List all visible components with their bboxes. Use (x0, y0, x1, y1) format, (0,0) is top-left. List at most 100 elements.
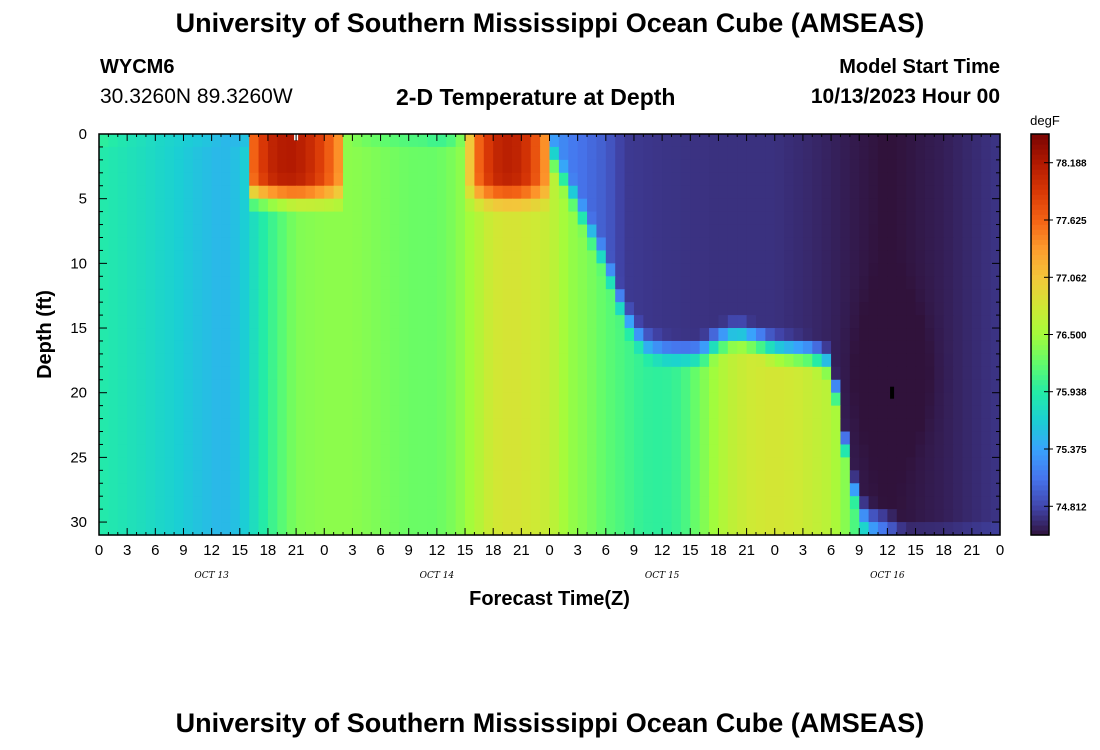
heatmap-cell (643, 224, 654, 239)
heatmap-cell (446, 198, 457, 213)
heatmap-cell (558, 250, 569, 264)
heatmap-cell (652, 353, 663, 368)
heatmap-cell (286, 134, 297, 148)
heatmap-cell (333, 522, 344, 536)
heatmap-cell (840, 263, 851, 277)
heatmap-cell (502, 146, 513, 161)
heatmap-cell (671, 483, 682, 497)
heatmap-cell (633, 366, 644, 381)
heatmap-cell (643, 263, 654, 277)
heatmap-cell (511, 315, 522, 329)
heatmap-cell (971, 289, 982, 303)
heatmap-cell (174, 431, 185, 446)
heatmap-cell (436, 340, 447, 355)
heatmap-cell (333, 340, 344, 355)
heatmap-cell (765, 483, 776, 497)
heatmap-cell (793, 328, 804, 342)
heatmap-cell (709, 366, 720, 381)
heatmap-cell (371, 444, 382, 458)
heatmap-cell (164, 159, 175, 174)
day-label: OCT 16 (870, 571, 905, 581)
heatmap-cell (784, 405, 795, 420)
model-start-value: 10/13/2023 Hour 00 (810, 85, 1000, 108)
heatmap-cell (305, 185, 316, 200)
heatmap-cell (981, 392, 992, 407)
heatmap-cell (258, 431, 269, 446)
heatmap-cell (352, 198, 363, 213)
heatmap-cell (859, 405, 870, 420)
heatmap-cell (202, 185, 213, 200)
heatmap-cell (296, 250, 307, 264)
heatmap-cell (971, 237, 982, 252)
heatmap-cell (305, 289, 316, 303)
heatmap-cell (493, 496, 504, 510)
heatmap-cell (558, 509, 569, 523)
heatmap-cell (784, 211, 795, 226)
colorbar-segment (1031, 264, 1049, 270)
heatmap-cell (896, 250, 907, 264)
heatmap-cell (868, 211, 879, 226)
heatmap-cell (896, 496, 907, 510)
heatmap-cell (408, 431, 419, 446)
heatmap-cell (427, 522, 438, 536)
heatmap-cell (971, 276, 982, 290)
heatmap-cell (145, 315, 156, 329)
heatmap-cell (145, 198, 156, 213)
heatmap-cell (915, 392, 926, 407)
heatmap-cell (765, 496, 776, 510)
heatmap-cell (352, 509, 363, 523)
heatmap-cell (802, 198, 813, 213)
heatmap-cell (474, 185, 485, 200)
heatmap-cell (990, 431, 1001, 446)
heatmap-cell (380, 211, 391, 226)
heatmap-cell (859, 302, 870, 316)
heatmap-cell (230, 211, 241, 226)
heatmap-cell (953, 470, 964, 484)
heatmap-cell (718, 431, 729, 446)
heatmap-cell (662, 134, 673, 148)
heatmap-cell (633, 483, 644, 497)
heatmap-cell (718, 457, 729, 471)
heatmap-cell (774, 315, 785, 329)
heatmap-cell (305, 392, 316, 407)
heatmap-cell (502, 185, 513, 200)
heatmap-cell (352, 470, 363, 484)
heatmap-cell (652, 146, 663, 161)
heatmap-cell (521, 276, 532, 290)
heatmap-cell (483, 340, 494, 355)
heatmap-cell (371, 289, 382, 303)
heatmap-cell (333, 392, 344, 407)
heatmap-cell (915, 224, 926, 239)
heatmap-cell (230, 366, 241, 381)
heatmap-cell (896, 276, 907, 290)
heatmap-cell (192, 379, 203, 394)
heatmap-cell (465, 211, 476, 226)
heatmap-cell (239, 444, 250, 458)
heatmap-cell (906, 211, 917, 226)
heatmap-cell (802, 237, 813, 252)
heatmap-cell (840, 444, 851, 458)
heatmap-cell (812, 224, 823, 239)
heatmap-cell (277, 444, 288, 458)
heatmap-cell (436, 263, 447, 277)
heatmap-cell (784, 172, 795, 187)
heatmap-cell (549, 185, 560, 200)
heatmap-cell (690, 250, 701, 264)
heatmap-cell (192, 366, 203, 381)
heatmap-cell (221, 185, 231, 200)
heatmap-cell (812, 159, 823, 174)
heatmap-cell (887, 263, 898, 277)
heatmap-cell (755, 340, 766, 355)
heatmap-cell (971, 522, 982, 536)
heatmap-cell (99, 302, 109, 316)
heatmap-cell (802, 522, 813, 536)
heatmap-cell (709, 172, 720, 187)
heatmap-cell (427, 263, 438, 277)
heatmap-cell (953, 198, 964, 213)
heatmap-cell (540, 146, 551, 161)
heatmap-cell (915, 483, 926, 497)
heatmap-cell (108, 470, 119, 484)
heatmap-cell (230, 302, 241, 316)
heatmap-cell (202, 289, 213, 303)
heatmap-cell (718, 159, 729, 174)
